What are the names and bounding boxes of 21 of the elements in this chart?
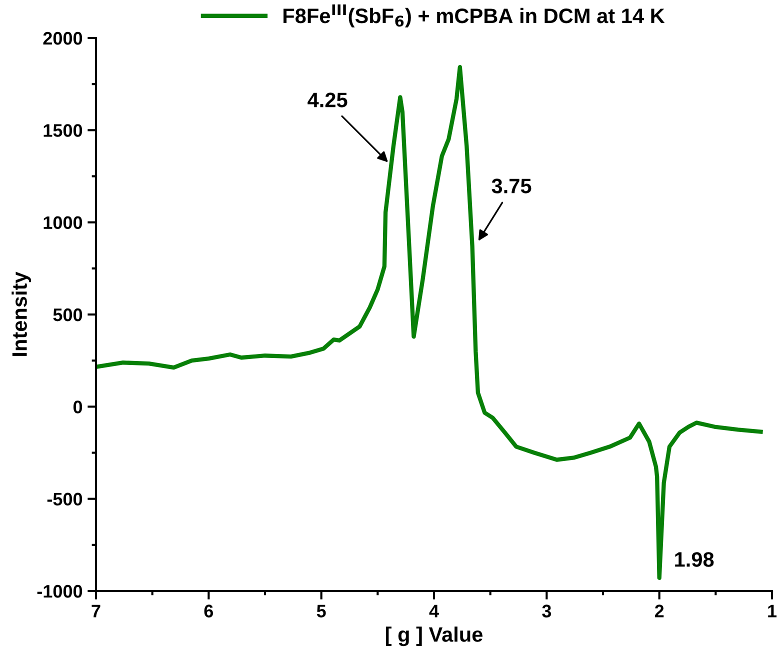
y-tick-label: 2000 (43, 32, 82, 45)
y-axis-title: Intensity (12, 272, 32, 356)
y-tick-label: 500 (53, 308, 82, 322)
y-tick-label: -1000 (37, 584, 82, 598)
y-tick-label: -500 (47, 492, 82, 506)
x-tick-label: 3 (542, 604, 552, 618)
y-tick-label: 1500 (44, 124, 82, 137)
x-tick-label: 6 (204, 604, 214, 618)
y-tick-label: 0 (73, 400, 82, 414)
x-tick-label: 1 (768, 604, 777, 618)
line-series (96, 65, 763, 580)
x-tick-label: 7 (92, 604, 100, 618)
x-tick-label: 4 (429, 604, 439, 618)
legend-label: F8Fe$^{III}$(SbF$_{6}$) + mCPBA in DCM at 14 K (284, 4, 665, 28)
annotation: 3.75 (492, 178, 532, 194)
x-tick-label: 2 (654, 604, 664, 618)
y-tick-label: 1000 (44, 216, 82, 230)
annotation: 4.25 (308, 92, 348, 108)
x-axis-title: [ g ] Value (386, 626, 482, 646)
annotation: 1.98 (675, 552, 714, 567)
x-tick-label: 5 (316, 604, 326, 618)
